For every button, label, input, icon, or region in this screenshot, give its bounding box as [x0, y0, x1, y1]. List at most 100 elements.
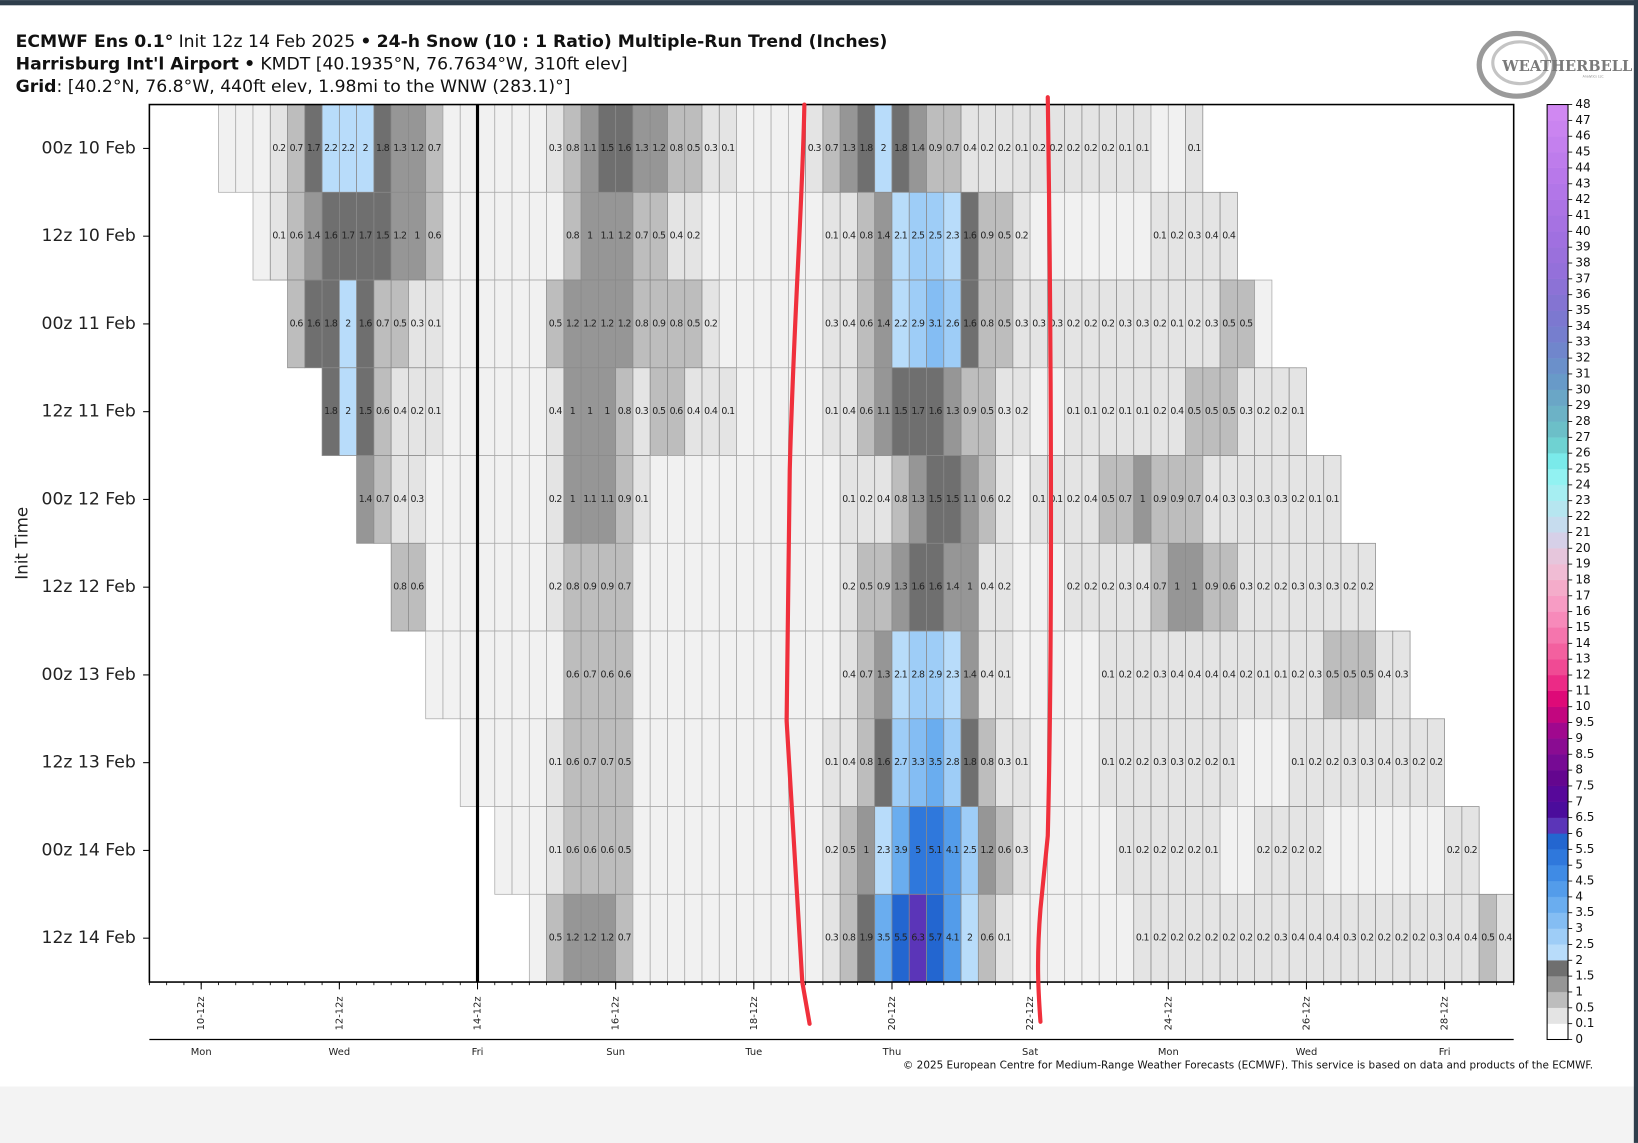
cell-value-label: 0.3 — [1343, 757, 1357, 768]
empty-cell — [736, 191, 755, 281]
colorbar-tick-label: 12 — [1575, 668, 1590, 682]
colorbar-tick-label: 9 — [1575, 731, 1583, 745]
cell-value-label: 1 — [1192, 582, 1198, 593]
cell-value-label: 0.7 — [600, 757, 614, 768]
cell-value-label: 1.5 — [929, 494, 943, 505]
cell-value-label: 0.3 — [1395, 757, 1409, 768]
colorbar-bin — [1546, 991, 1569, 1008]
colorbar-tick-label: 0.5 — [1575, 1000, 1594, 1014]
colorbar-bin — [1546, 563, 1569, 581]
cell-value-label: 0.2 — [411, 406, 425, 417]
empty-cell — [511, 191, 530, 281]
cell-value-label: 0.4 — [1447, 933, 1461, 944]
empty-cell — [667, 718, 686, 807]
cell-value-label: 0.2 — [1032, 143, 1046, 154]
y-tick-label: 12z 11 Feb — [42, 402, 136, 422]
colorbar-tick-label: 34 — [1575, 319, 1590, 333]
empty-cell — [459, 542, 478, 632]
cell-value-label: 1.1 — [583, 143, 597, 154]
colorbar-tick-label: 27 — [1575, 430, 1590, 444]
cell-value-label: 0.1 — [1136, 143, 1150, 154]
colorbar-tick-label: 18 — [1575, 572, 1590, 586]
empty-cell — [442, 191, 461, 281]
cell-value-label: 0.2 — [1136, 669, 1150, 680]
cell-value-label: 1.2 — [566, 318, 580, 329]
colorbar-tick-label: 46 — [1575, 129, 1590, 143]
cell-value-label: 0.1 — [549, 845, 563, 856]
cell-value-label: 3.5 — [877, 933, 891, 944]
empty-cell — [770, 104, 789, 193]
empty-cell — [649, 542, 668, 632]
colorbar-tick-label: 45 — [1575, 145, 1590, 159]
colorbar-bin — [1546, 373, 1569, 390]
cell-value-label: 1.5 — [359, 406, 373, 417]
top-strip — [0, 0, 1638, 6]
cell-value-label: 0.7 — [1188, 494, 1202, 505]
cell-value-label: 1.8 — [860, 143, 874, 154]
cell-value-label: 0.2 — [1360, 582, 1374, 593]
cell-value-label: 1.2 — [652, 143, 666, 154]
empty-cell — [718, 630, 737, 720]
cell-value-label: 1.7 — [359, 231, 373, 242]
colorbar-bin — [1546, 294, 1569, 311]
cell-value-label: 1.4 — [359, 494, 373, 505]
cell-value-label: 0.4 — [1378, 757, 1392, 768]
empty-cell — [701, 806, 720, 895]
empty-cell — [632, 542, 651, 632]
cell-value-label: 0.4 — [1309, 933, 1323, 944]
cell-value-label: 0.4 — [1326, 933, 1340, 944]
cell-value-label: 0.6 — [998, 845, 1012, 856]
empty-cell — [1081, 191, 1100, 281]
empty-cell — [511, 630, 530, 720]
y-tick-label: 00z 10 Feb — [42, 138, 136, 158]
cell-value-label: 0.7 — [1119, 494, 1133, 505]
cell-value-label: 0.1 — [1309, 494, 1323, 505]
colorbar-tick-label: 30 — [1575, 382, 1590, 396]
cell-value-label: 1.3 — [894, 582, 908, 593]
cell-value-label: 0.4 — [1464, 933, 1478, 944]
cell-value-label: 1.5 — [946, 494, 960, 505]
cell-value-label: 0.3 — [1015, 318, 1029, 329]
empty-cell — [753, 367, 772, 456]
empty-cell — [753, 630, 772, 720]
cell-value-label: 0.3 — [1170, 757, 1184, 768]
cell-value-label: 0.3 — [1395, 669, 1409, 680]
colorbar-bin — [1546, 532, 1569, 549]
cell-value-label: 0.5 — [1101, 494, 1115, 505]
empty-cell — [632, 630, 651, 720]
cell-value-label: 0.3 — [998, 757, 1012, 768]
cell-value-label: 0.2 — [1412, 933, 1426, 944]
empty-cell — [494, 367, 513, 456]
cell-value-label: 0.6 — [376, 406, 390, 417]
empty-cell — [770, 279, 789, 369]
x-tick-label: 18-12z — [749, 996, 760, 1030]
cell-value-label: 0.4 — [670, 231, 684, 242]
cell-value-label: 2.2 — [324, 143, 338, 154]
empty-cell — [667, 630, 686, 720]
empty-cell — [770, 367, 789, 456]
cell-value-label: 0.3 — [1222, 494, 1236, 505]
empty-cell — [770, 455, 789, 544]
empty-cell — [1340, 806, 1359, 895]
day-label: Mon — [191, 1047, 212, 1058]
colorbar-tick-label: 2.5 — [1575, 937, 1594, 951]
cell-value-label: 0.1 — [1050, 494, 1064, 505]
x-tick-label: 14-12z — [473, 996, 484, 1030]
cell-value-label: 0.8 — [894, 494, 908, 505]
cell-value-label: 0.1 — [825, 757, 839, 768]
cell-value-label: 0.4 — [842, 669, 856, 680]
colorbar-bin — [1546, 738, 1569, 755]
empty-cell — [1064, 893, 1083, 983]
empty-cell — [805, 455, 824, 544]
cell-value-label: 0.1 — [428, 318, 442, 329]
cell-value-label: 5.1 — [929, 845, 943, 856]
cell-value-label: 1.3 — [635, 143, 649, 154]
empty-cell — [1237, 718, 1256, 807]
cell-value-label: 0.1 — [1084, 406, 1098, 417]
cell-value-label: 0.5 — [687, 318, 701, 329]
cell-value-label: 0.1 — [1274, 669, 1288, 680]
cell-value-label: 1.3 — [946, 406, 960, 417]
cell-value-label: 0.5 — [980, 406, 994, 417]
cell-value-label: 0.4 — [393, 494, 407, 505]
empty-cell — [718, 542, 737, 632]
